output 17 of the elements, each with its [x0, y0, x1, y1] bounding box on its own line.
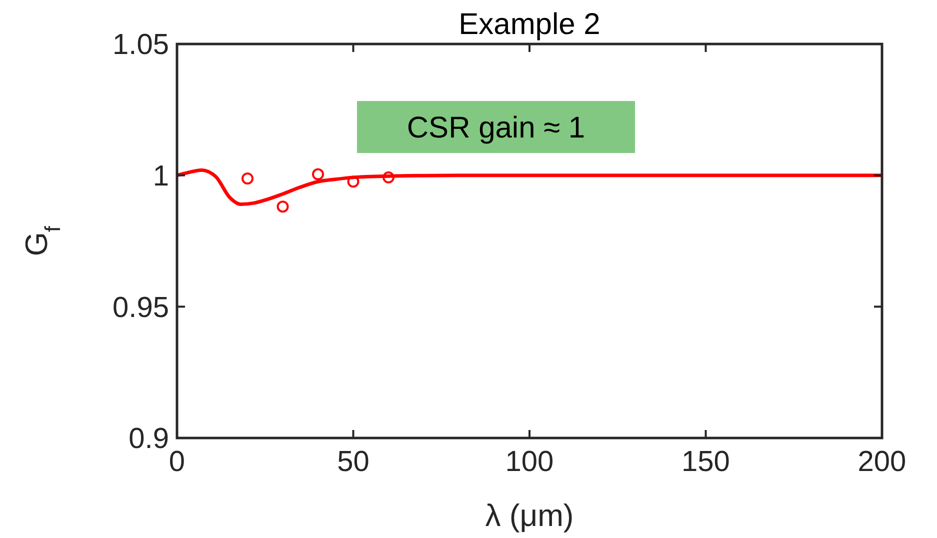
- point: [242, 172, 254, 184]
- x-tick-label: 50: [337, 446, 370, 478]
- y-tick-label: 1.05: [112, 29, 169, 62]
- point: [312, 168, 324, 180]
- y-tick-label: 1: [152, 160, 169, 192]
- point: [382, 171, 394, 184]
- chart-title: Example 2: [458, 8, 600, 41]
- x-tick-label: 150: [682, 446, 730, 478]
- point: [276, 200, 289, 213]
- y-tick-label: 0.9: [128, 423, 169, 456]
- x-tick-label: 100: [505, 446, 554, 478]
- x-tick-label: 200: [858, 446, 906, 478]
- annotation: CSR gain ≈ 1: [406, 112, 586, 144]
- y-tick-label: 0.95: [112, 292, 169, 324]
- point: [347, 176, 360, 188]
- x-axis-title: λ (μm): [485, 498, 574, 533]
- x-tick-label: 0: [168, 446, 186, 478]
